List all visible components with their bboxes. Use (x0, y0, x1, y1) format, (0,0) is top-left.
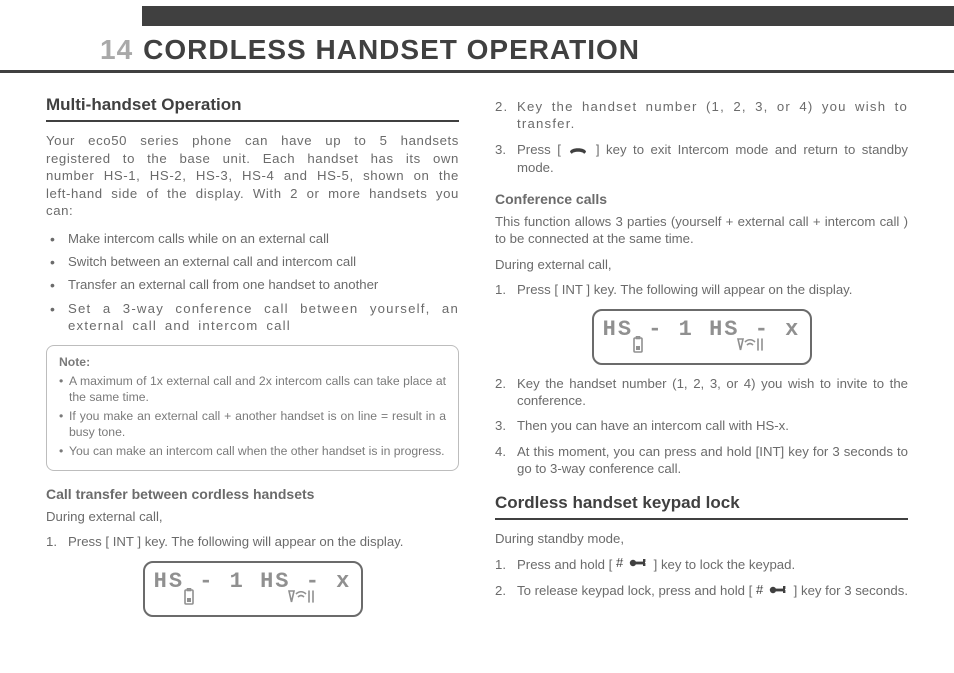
hash-key-icon: # (616, 556, 650, 573)
conference-lead: During external call, (495, 256, 908, 273)
content-columns: Multi-handset Operation Your eco50 serie… (46, 94, 908, 627)
step-item: 1.Press [ INT ] key. The following will … (495, 281, 908, 298)
note-item: You can make an intercom call when the o… (59, 443, 446, 459)
conference-steps-a: 1.Press [ INT ] key. The following will … (495, 281, 908, 298)
lcd-display: HS - 1 HS - x (143, 561, 363, 617)
note-item: A maximum of 1x external call and 2x int… (59, 373, 446, 405)
section-keypad-lock: Cordless handset keypad lock (495, 492, 908, 520)
step-item: 2.Key the handset number (1, 2, 3, or 4)… (495, 375, 908, 410)
step-item: 3.Then you can have an intercom call wit… (495, 417, 908, 434)
list-item: Make intercom calls while on an external… (46, 230, 459, 247)
lock-lead: During standby mode, (495, 530, 908, 547)
note-item: If you make an external call + another h… (59, 408, 446, 440)
left-column: Multi-handset Operation Your eco50 serie… (46, 94, 459, 627)
transfer-steps: 1.Press [ INT ] key. The following will … (46, 533, 459, 550)
handset-icon (567, 142, 589, 159)
page-number: 14 (100, 34, 133, 66)
list-item: Transfer an external call from one hands… (46, 276, 459, 293)
hash-key-icon: # (756, 583, 790, 600)
feature-bullets: Make intercom calls while on an external… (46, 230, 459, 335)
intro-paragraph: Your eco50 series phone can have up to 5… (46, 132, 459, 219)
top-grey-block (142, 6, 954, 26)
top-grey-bar (0, 6, 954, 26)
step-item: 2.To release keypad lock, press and hold… (495, 582, 908, 600)
step-item: 4.At this moment, you can press and hold… (495, 443, 908, 478)
note-title: Note: (59, 354, 446, 370)
lcd-display: HS - 1 HS - x (592, 309, 812, 365)
svg-text:#: # (756, 583, 764, 596)
step-item: 2.Key the handset number (1, 2, 3, or 4)… (495, 98, 908, 133)
title-bar: 14 CORDLESS HANDSET OPERATION (0, 34, 954, 73)
svg-text:#: # (616, 556, 624, 569)
list-item: Switch between an external call and inte… (46, 253, 459, 270)
conference-steps-b: 2.Key the handset number (1, 2, 3, or 4)… (495, 375, 908, 478)
step-item: 1.Press and hold [ # ] key to lock the k… (495, 556, 908, 574)
lcd-line-2 (594, 336, 810, 359)
conference-intro: This function allows 3 parties (yourself… (495, 213, 908, 248)
right-column: 2.Key the handset number (1, 2, 3, or 4)… (495, 94, 908, 627)
subsection-call-transfer: Call transfer between cordless handsets (46, 485, 459, 503)
transfer-steps-cont: 2.Key the handset number (1, 2, 3, or 4)… (495, 98, 908, 176)
note-box: Note: A maximum of 1x external call and … (46, 345, 459, 472)
transfer-lead: During external call, (46, 508, 459, 525)
lock-steps: 1.Press and hold [ # ] key to lock the k… (495, 556, 908, 600)
page-title: CORDLESS HANDSET OPERATION (143, 34, 640, 66)
section-multi-handset: Multi-handset Operation (46, 94, 459, 122)
lcd-line-2 (145, 588, 361, 611)
manual-page: { "page_number": "14", "page_title": "CO… (0, 0, 954, 673)
step-item: 3.Press [ ] key to exit Intercom mode an… (495, 141, 908, 177)
list-item: Set a 3-way conference call between your… (46, 300, 459, 335)
step-item: 1.Press [ INT ] key. The following will … (46, 533, 459, 550)
subsection-conference: Conference calls (495, 190, 908, 208)
